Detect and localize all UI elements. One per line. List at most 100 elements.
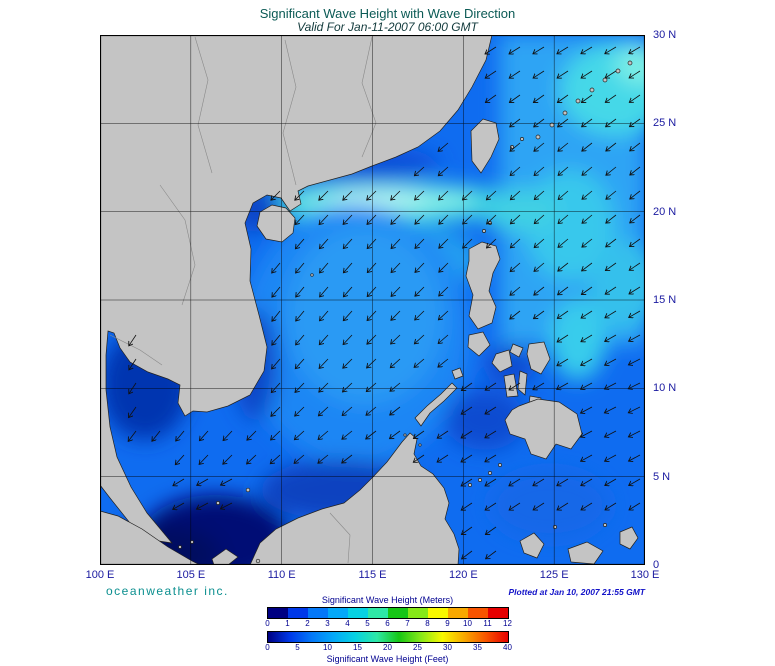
wave-direction-arrow: [534, 310, 545, 319]
wave-direction-arrow: [485, 70, 497, 78]
wave-direction-arrow: [439, 190, 449, 200]
wave-direction-arrow: [461, 382, 473, 391]
y-tick-label: 20 N: [653, 205, 677, 218]
wave-direction-arrow: [438, 142, 449, 151]
y-tick-label: 15 N: [653, 294, 677, 306]
wave-direction-arrow: [605, 454, 617, 461]
land-sulawesi-north: [519, 532, 545, 559]
y-tick-label: 10 N: [653, 382, 677, 395]
wave-direction-arrow: [485, 502, 497, 510]
wave-direction-arrow: [557, 46, 569, 54]
wave-direction-arrow: [129, 406, 137, 418]
land-hainan: [256, 204, 296, 243]
wave-direction-arrow: [606, 142, 617, 151]
legend-color-segment: [427, 608, 448, 618]
wave-direction-arrow: [367, 334, 377, 344]
legend-meters-tick: 2: [305, 619, 310, 628]
wave-direction-arrow: [558, 166, 569, 175]
wave-direction-arrow: [533, 382, 545, 390]
land-sumatra: [100, 510, 201, 565]
wave-direction-arrow: [581, 286, 593, 295]
legend-meters-tick: 9: [445, 619, 450, 628]
x-tick-label: 130 E: [630, 569, 660, 581]
wave-direction-arrow: [629, 46, 641, 54]
wave-direction-arrow: [509, 46, 521, 54]
wave-direction-arrow: [582, 238, 593, 247]
wave-direction-arrow: [220, 502, 233, 509]
wave-direction-arrow: [486, 190, 497, 200]
wave-direction-arrow: [581, 334, 593, 342]
legend-meters-tick: 3: [325, 619, 330, 628]
wave-direction-arrow: [485, 478, 497, 486]
wave-direction-arrow: [390, 406, 401, 415]
x-tick-label: 105 E: [176, 569, 206, 581]
land-palawan: [414, 382, 458, 427]
wave-direction-arrow: [485, 406, 497, 414]
wave-direction-arrow: [272, 286, 281, 297]
legend-feet-tick: 0: [265, 643, 270, 652]
legend-color-segment: [487, 608, 508, 618]
wave-direction-arrow: [510, 214, 521, 224]
wave-direction-arrow: [485, 526, 497, 535]
wave-direction-arrow: [294, 454, 305, 463]
wave-direction-arrow: [557, 94, 569, 103]
wave-direction-arrow: [605, 46, 617, 54]
wave-direction-arrow: [415, 214, 425, 224]
land-luzon: [465, 241, 501, 330]
legend-color-segment: [307, 608, 328, 618]
wave-direction-arrow: [437, 430, 449, 438]
legend-meters-bar: [266, 607, 509, 619]
map-border: [100, 35, 645, 565]
wave-direction-arrow: [415, 262, 425, 272]
wave-direction-arrow: [319, 190, 329, 200]
wave-direction-arrow: [391, 190, 401, 200]
wave-direction-arrow: [199, 430, 209, 441]
wave-direction-arrow: [510, 238, 521, 248]
wave-direction-arrow: [581, 70, 593, 78]
wave-direction-arrow: [606, 214, 617, 223]
wave-direction-arrow: [510, 190, 521, 200]
x-tick-label: 125 E: [539, 569, 569, 581]
wave-direction-arrow: [534, 166, 545, 176]
wave-direction-arrow: [223, 454, 233, 464]
wave-direction-arrow: [318, 454, 329, 463]
wave-direction-arrow: [438, 334, 449, 344]
wave-direction-arrow: [510, 262, 521, 272]
wave-direction-arrow: [439, 214, 449, 224]
wave-direction-arrow: [629, 94, 641, 102]
wave-direction-arrow: [628, 382, 641, 389]
wave-direction-arrow: [199, 454, 209, 464]
wave-direction-arrow: [533, 70, 545, 78]
wave-direction-arrow: [605, 262, 617, 271]
wave-direction-arrow: [628, 430, 641, 437]
wave-direction-arrow: [485, 46, 497, 54]
wave-direction-arrow: [319, 358, 329, 368]
longitude-axis: 100 E 105 E 110 E 115 E 120 E 125 E 130 E: [86, 569, 660, 583]
wave-direction-arrow: [558, 238, 569, 247]
wave-direction-arrow: [295, 406, 305, 416]
wave-direction-arrow: [557, 502, 569, 510]
wave-direction-arrow: [629, 454, 641, 461]
wave-direction-arrow: [271, 190, 281, 200]
legend-feet-tick: 35: [473, 643, 482, 652]
wave-direction-arrow: [296, 334, 305, 345]
wave-direction-arrow: [534, 238, 545, 248]
wave-direction-arrow: [296, 286, 305, 297]
wave-direction-arrow: [582, 262, 593, 271]
wave-direction-arrow: [343, 334, 353, 345]
wave-direction-arrow: [415, 238, 425, 248]
wave-direction-arrow: [486, 550, 497, 559]
wave-direction-arrow: [628, 358, 641, 365]
legend-feet-tick: 10: [323, 643, 332, 652]
wave-direction-arrow: [437, 454, 449, 462]
wave-direction-arrow: [295, 358, 305, 369]
wave-height-map: [100, 35, 645, 565]
wave-direction-arrow: [272, 310, 281, 321]
wave-direction-arrow: [415, 190, 425, 200]
legend-feet-ticks: 0 5 10 15 20 25 30 35 40: [265, 643, 512, 653]
wave-direction-arrow: [391, 214, 401, 224]
wave-direction-arrow: [629, 262, 641, 270]
page-subtitle: Valid For Jan-11-2007 06:00 GMT: [297, 20, 478, 34]
legend-meters-tick: 8: [425, 619, 430, 628]
